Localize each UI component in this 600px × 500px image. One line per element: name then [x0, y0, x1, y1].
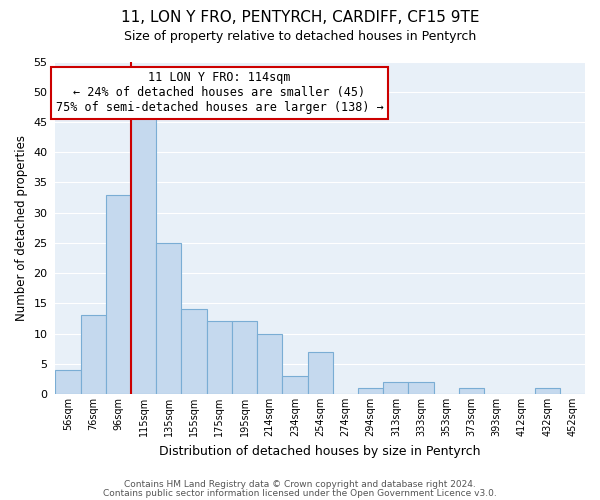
Bar: [383, 382, 409, 394]
Bar: [257, 334, 283, 394]
Bar: [80, 316, 106, 394]
Bar: [358, 388, 383, 394]
Bar: [283, 376, 308, 394]
Text: 11 LON Y FRO: 114sqm
← 24% of detached houses are smaller (45)
75% of semi-detac: 11 LON Y FRO: 114sqm ← 24% of detached h…: [56, 72, 383, 114]
Text: Size of property relative to detached houses in Pentyrch: Size of property relative to detached ho…: [124, 30, 476, 43]
Bar: [55, 370, 80, 394]
Bar: [131, 116, 156, 394]
Bar: [156, 243, 181, 394]
Bar: [206, 322, 232, 394]
Bar: [535, 388, 560, 394]
X-axis label: Distribution of detached houses by size in Pentyrch: Distribution of detached houses by size …: [160, 444, 481, 458]
Bar: [232, 322, 257, 394]
Text: 11, LON Y FRO, PENTYRCH, CARDIFF, CF15 9TE: 11, LON Y FRO, PENTYRCH, CARDIFF, CF15 9…: [121, 10, 479, 25]
Text: Contains public sector information licensed under the Open Government Licence v3: Contains public sector information licen…: [103, 490, 497, 498]
Bar: [106, 194, 131, 394]
Bar: [181, 310, 206, 394]
Bar: [308, 352, 333, 394]
Bar: [409, 382, 434, 394]
Y-axis label: Number of detached properties: Number of detached properties: [15, 135, 28, 321]
Bar: [459, 388, 484, 394]
Text: Contains HM Land Registry data © Crown copyright and database right 2024.: Contains HM Land Registry data © Crown c…: [124, 480, 476, 489]
